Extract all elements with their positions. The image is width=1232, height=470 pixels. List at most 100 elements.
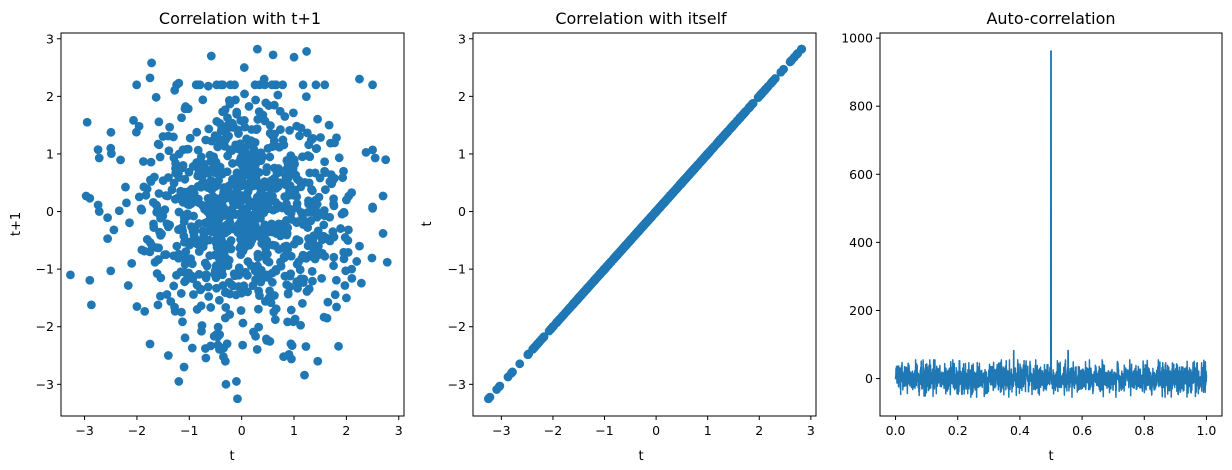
scatter-point	[254, 107, 264, 117]
scatter-point	[217, 123, 227, 133]
scatter-point	[355, 241, 364, 251]
scatter-point	[320, 185, 330, 195]
scatter-point	[296, 320, 305, 330]
subplot-correlation-with-t-plus-1: Correlation with t+1 −3 −2 −1 0 1 2 3 −3 −2 −1 0 1…	[9, 9, 405, 464]
scatter-point	[238, 161, 247, 171]
scatter-point	[299, 274, 309, 284]
scatter-point	[214, 176, 224, 185]
scatter-point	[66, 270, 75, 280]
scatter-point	[246, 151, 256, 161]
scatter-point	[261, 98, 271, 108]
scatter-point	[172, 241, 182, 251]
scatter-point	[316, 133, 325, 142]
scatter-point	[494, 382, 504, 392]
scatter-point	[187, 343, 197, 353]
scatter-point	[368, 80, 377, 90]
scatter-point	[207, 227, 217, 237]
scatter-point	[309, 244, 319, 254]
subplot-3-x-tick-label: 0.6	[1072, 423, 1092, 438]
scatter-point	[233, 125, 243, 135]
scatter-point	[172, 270, 181, 280]
scatter-point	[209, 331, 219, 341]
subplot-2-x-label: t	[638, 449, 643, 464]
scatter-point	[203, 81, 213, 91]
scatter-point	[106, 266, 116, 276]
scatter-point	[325, 177, 335, 186]
scatter-point	[292, 277, 302, 287]
scatter-point	[203, 282, 213, 292]
scatter-point	[204, 124, 214, 134]
scatter-point	[213, 262, 223, 272]
scatter-point	[656, 201, 666, 211]
scatter-point	[295, 131, 304, 141]
scatter-point	[219, 343, 228, 353]
scatter-point	[253, 115, 263, 124]
scatter-point	[206, 303, 216, 312]
scatter-point	[673, 183, 682, 193]
scatter-point	[219, 352, 228, 362]
scatter-point	[183, 209, 192, 219]
scatter-point	[156, 273, 166, 283]
scatter-point	[145, 73, 155, 83]
scatter-point	[160, 250, 170, 260]
scatter-point	[278, 135, 288, 145]
scatter-point	[163, 191, 172, 201]
scatter-point	[298, 80, 308, 90]
scatter-point	[310, 231, 320, 241]
scatter-point	[131, 127, 141, 137]
subplot-1-points	[66, 44, 392, 404]
scatter-point	[223, 219, 232, 229]
scatter-point	[283, 206, 293, 216]
scatter-point	[187, 271, 197, 281]
scatter-point	[146, 177, 156, 186]
scatter-point	[238, 318, 248, 328]
subplot-2-y-tick-label: 3	[458, 31, 466, 46]
scatter-point	[297, 299, 307, 308]
scatter-point	[206, 51, 216, 61]
scatter-point	[341, 293, 351, 303]
scatter-point	[219, 249, 229, 259]
scatter-point	[85, 275, 95, 285]
scatter-point	[155, 152, 165, 162]
scatter-point	[296, 215, 306, 225]
scatter-point	[300, 370, 309, 380]
scatter-point	[329, 252, 339, 262]
scatter-point	[287, 186, 297, 195]
scatter-point	[736, 112, 745, 122]
scatter-point	[289, 155, 299, 165]
scatter-point	[286, 305, 296, 315]
scatter-point	[249, 327, 258, 337]
scatter-point	[93, 145, 103, 155]
scatter-point	[546, 324, 556, 334]
scatter-point	[272, 168, 282, 178]
scatter-point	[250, 266, 260, 276]
scatter-point	[284, 350, 294, 359]
scatter-point	[125, 218, 134, 228]
scatter-point	[334, 153, 344, 163]
scatter-point	[234, 144, 243, 154]
scatter-point	[582, 284, 592, 294]
scatter-point	[323, 297, 333, 307]
scatter-point	[341, 266, 351, 276]
scatter-point	[123, 281, 133, 290]
subplot-1-y-tick-label: 1	[46, 146, 54, 161]
scatter-point	[178, 317, 187, 327]
scatter-point	[179, 362, 189, 372]
scatter-point	[290, 314, 300, 324]
scatter-point	[180, 174, 190, 184]
subplot-2-y-tick-label: −1	[448, 262, 466, 277]
scatter-point	[286, 251, 296, 261]
scatter-point	[303, 223, 313, 232]
scatter-point	[328, 227, 338, 237]
scatter-point	[696, 157, 705, 167]
scatter-point	[137, 205, 147, 215]
subplot-1-y-tick-label: 2	[46, 89, 54, 104]
scatter-point	[122, 198, 131, 208]
scatter-point	[157, 229, 166, 239]
scatter-point	[312, 212, 322, 222]
scatter-point	[314, 192, 324, 202]
scatter-point	[265, 152, 275, 162]
scatter-point	[147, 58, 156, 68]
scatter-point	[263, 196, 273, 206]
scatter-point	[278, 80, 288, 90]
